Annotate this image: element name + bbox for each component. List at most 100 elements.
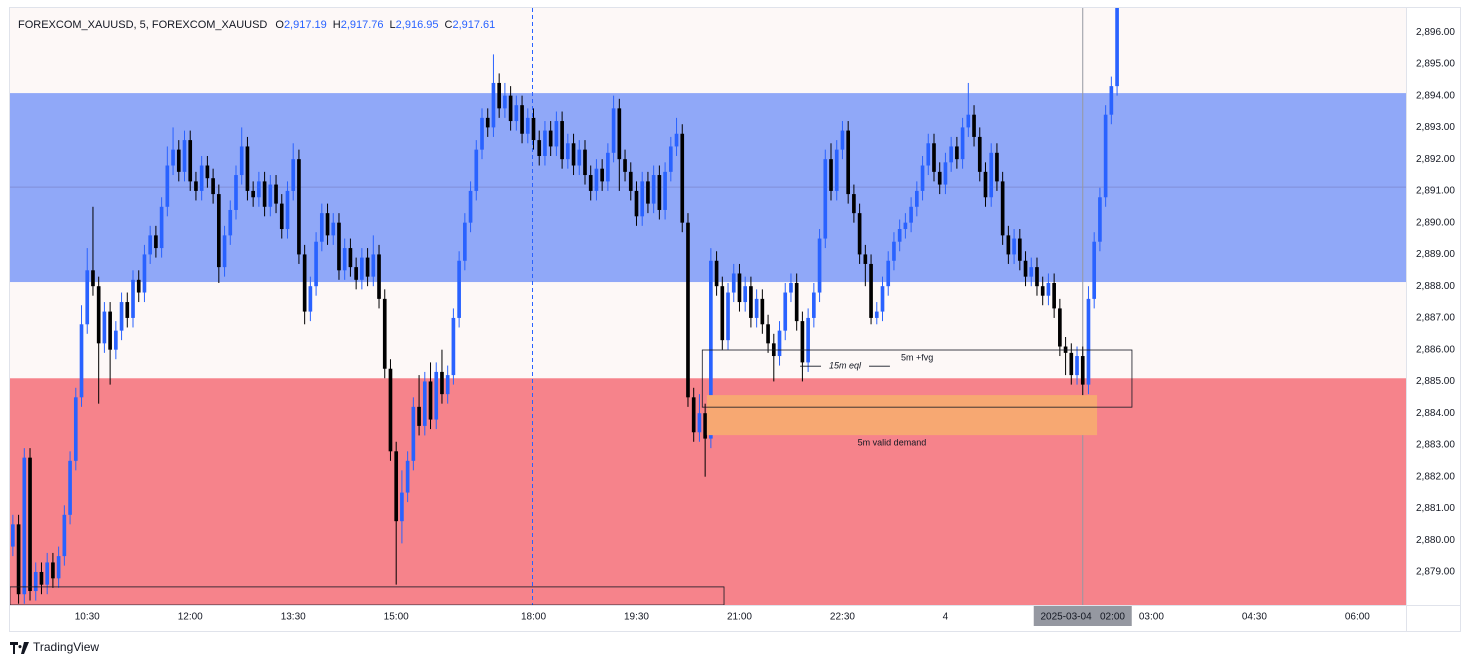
candle-body <box>445 375 450 395</box>
candle-body <box>789 283 793 293</box>
plot-area: 5m valid demand 5m +fvg 15m eql <box>10 8 1406 605</box>
candle-body <box>251 190 255 198</box>
candle-body <box>171 149 175 166</box>
candle-body <box>28 457 32 592</box>
candle-body <box>56 556 61 579</box>
symbol: FOREXCOM_XAUUSD, 5, FOREXCOM_XAUUSD <box>18 19 267 31</box>
candle-body <box>571 143 576 166</box>
candle-body <box>434 371 439 420</box>
candle-body <box>754 298 759 318</box>
candle-body <box>360 257 364 280</box>
y-tick-label: 2,885.00 <box>1416 376 1455 387</box>
crosshair-label-box <box>1033 606 1132 626</box>
candle-body <box>932 143 936 172</box>
candle-body <box>1017 238 1022 261</box>
candle-body <box>714 260 719 287</box>
x-tick-label: 18:00 <box>521 612 546 623</box>
candle-body <box>1075 356 1079 376</box>
candle-body <box>405 460 410 493</box>
x-tick-label: 21:00 <box>727 612 752 623</box>
symbol-legend: FOREXCOM_XAUUSD, 5, FOREXCOM_XAUUSD O2,91… <box>18 19 495 31</box>
candle-body <box>989 152 994 198</box>
candle-body <box>354 267 358 280</box>
ohlc-label: C <box>445 19 453 31</box>
candle-body <box>960 127 965 160</box>
x-tick-label: 19:30 <box>624 612 649 623</box>
candle-body <box>79 324 84 398</box>
candle-body <box>497 82 502 109</box>
candle-body <box>325 213 330 236</box>
candle-body <box>703 413 707 439</box>
candle-body <box>777 330 782 357</box>
candle-body <box>342 248 347 271</box>
candle-body <box>668 146 673 172</box>
candle-body <box>588 175 593 191</box>
candle-body <box>514 105 519 122</box>
candle-body <box>463 222 467 261</box>
candle-body <box>743 286 748 303</box>
candle-body <box>216 194 221 268</box>
candle-body <box>697 413 702 433</box>
candle-body <box>634 190 639 217</box>
candle-body <box>1069 352 1074 376</box>
candle-body <box>337 222 341 271</box>
ohlc-value: 2,916.95 <box>396 19 439 31</box>
candle-body <box>863 254 868 264</box>
candle-body <box>51 562 55 579</box>
candle-body <box>914 190 919 207</box>
x-tick-label: 22:30 <box>830 612 855 623</box>
candle-body <box>583 149 587 176</box>
candle-body <box>760 298 765 325</box>
candle-body <box>91 270 95 287</box>
y-tick-label: 2,880.00 <box>1416 535 1455 546</box>
candle-body <box>262 181 267 207</box>
candle-body <box>302 254 307 312</box>
y-tick-label: 2,893.00 <box>1416 122 1455 133</box>
candle-body <box>136 279 141 293</box>
y-tick-label: 2,887.00 <box>1416 313 1455 324</box>
candle-body <box>806 317 810 363</box>
candle-body <box>285 190 290 230</box>
candle-body <box>817 238 822 293</box>
candle-body <box>800 321 805 363</box>
y-tick-label: 2,888.00 <box>1416 281 1455 292</box>
candle-body <box>1000 181 1005 236</box>
candle-body <box>422 381 427 426</box>
brand-name: TradingView <box>33 640 99 654</box>
annotation-box <box>701 349 1133 408</box>
annotation-label: 5m valid demand <box>858 437 927 447</box>
candle-body <box>228 209 233 236</box>
candle-body <box>1046 283 1051 296</box>
x-tick-label: 12:00 <box>178 612 203 623</box>
candle-body <box>108 311 112 350</box>
candle-body <box>949 146 953 163</box>
candle-body <box>943 162 948 185</box>
x-tick-label: 04:30 <box>1242 612 1267 623</box>
candle-body <box>199 165 204 191</box>
candle-body <box>617 108 622 160</box>
candle-body <box>400 492 404 522</box>
candle-body <box>114 330 118 350</box>
candle-body <box>194 181 198 191</box>
candle-body <box>726 292 730 341</box>
candle-body <box>102 311 107 344</box>
crosshair-label: 2025-03-04 02:00 <box>1040 612 1125 623</box>
candle-body <box>783 292 788 331</box>
candle-body <box>737 273 742 303</box>
candle-body <box>1098 197 1102 242</box>
y-tick-label: 2,882.00 <box>1416 471 1455 482</box>
y-tick-label: 2,895.00 <box>1416 59 1455 70</box>
candle-body <box>548 130 553 147</box>
candle-body <box>16 524 21 595</box>
y-tick-label: 2,891.00 <box>1416 186 1455 197</box>
candle-body <box>720 286 725 341</box>
candle-body <box>73 397 78 461</box>
candle-body <box>823 159 828 239</box>
candle-body <box>577 149 582 166</box>
candle-body <box>176 149 181 172</box>
candle-body <box>674 133 679 147</box>
candle-body <box>33 571 38 592</box>
candle-body <box>880 286 885 312</box>
